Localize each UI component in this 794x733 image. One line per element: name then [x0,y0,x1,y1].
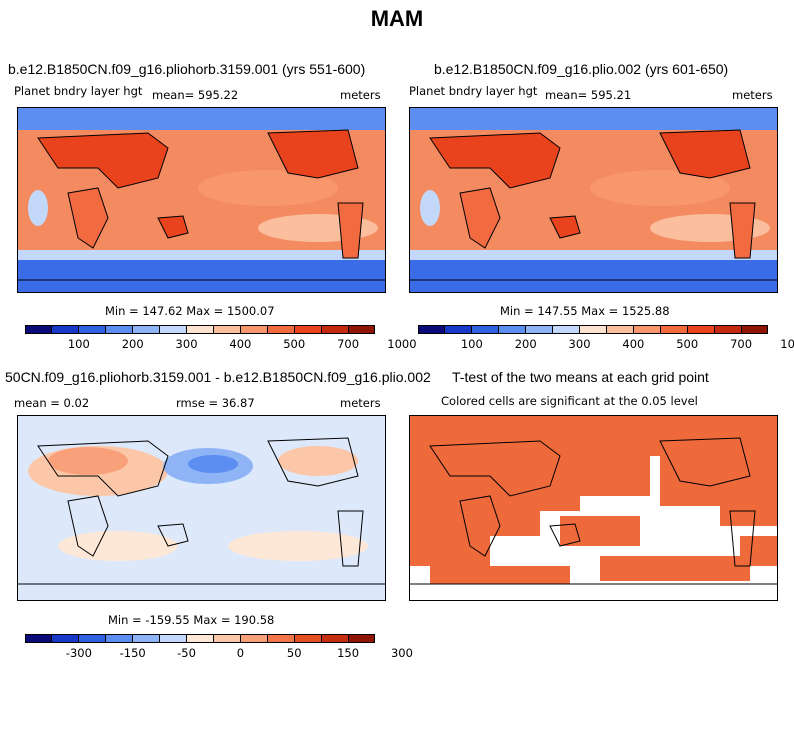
panel3-colorbar-swatch [187,634,214,643]
panel2-colorbar-swatch [661,325,688,334]
panel1-colorbar-swatch [349,325,375,334]
panel2-colorbar-swatch [445,325,472,334]
panel1-colorbar-swatch [25,325,52,334]
panel3-colorbar-swatch [79,634,106,643]
panel2-colorbar-tick-label: 100 [460,337,483,351]
panel3-colorbar-tick-label: 50 [286,646,302,660]
panel2-colorbar-tick-label: 200 [514,337,537,351]
panel2-variable-label: Planet bndry layer hgt [409,84,538,98]
panel3-colorbar-swatch [52,634,79,643]
panel3-minmax: Min = -159.55 Max = 190.58 [108,613,275,627]
panel3-colorbar-tick-label: -150 [119,646,146,660]
panel3-colorbar-tick-label: 300 [390,646,413,660]
panel2-colorbar-swatch [553,325,580,334]
panel2-colorbar-swatch [580,325,607,334]
eurasia-land [38,133,168,188]
panel1-colorbar-tick-label: 300 [175,337,198,351]
panel2-colorbar-swatch [688,325,715,334]
panel1-units-label: meters [340,88,381,102]
panel2-colorbar-swatch [634,325,661,334]
panel3-map [17,415,386,601]
panel3-colorbar-swatch [349,634,375,643]
panel1-mean-label: mean= 595.22 [152,88,239,102]
panel2-colorbar-swatch [742,325,768,334]
panel2-units-label: meters [732,88,773,102]
panel1-colorbar-tick-label: 500 [283,337,306,351]
panel1-colorbar-swatch [79,325,106,334]
panel2-colorbar-swatch [715,325,742,334]
panel1-colorbar-swatch [295,325,322,334]
panel1-colorbar-tick-label: 200 [121,337,144,351]
panel1-colorbar-swatch [268,325,295,334]
panel2-minmax: Min = 147.55 Max = 1525.88 [500,304,670,318]
panel2-colorbar-swatch [526,325,553,334]
panel4-title: T-test of the two means at each grid poi… [452,369,709,385]
panel2-colorbar-swatch [472,325,499,334]
panel1-map-svg [18,108,385,292]
panel1-colorbar-tick-label: 400 [229,337,252,351]
panel3-colorbar-swatch [241,634,268,643]
panel1-map [17,107,386,293]
panel4-subtitle: Colored cells are significant at the 0.0… [441,394,698,408]
panel3-colorbar-swatch [133,634,160,643]
panel3-colorbar-swatch [25,634,52,643]
panel1-colorbar-swatch [52,325,79,334]
panel3-colorbar-swatch [214,634,241,643]
figure-title: MAM [370,6,424,31]
panel4-map [409,415,778,601]
panel2-mean-label: mean= 595.21 [545,88,632,102]
panel2-colorbar-tick-label: 1000 [780,337,794,351]
panel3-map-svg [18,416,385,600]
coastlines [410,437,777,585]
panel3-colorbar-tick-label: -50 [177,646,196,660]
panel1-variable-label: Planet bndry layer hgt [14,84,143,98]
panel3-colorbar-swatch [106,634,133,643]
panel2-colorbar-tick-label: 500 [676,337,699,351]
panel1-colorbar-tick-label: 100 [67,337,90,351]
panel3-title: 50CN.f09_g16.pliohorb.3159.001 - b.e12.B… [5,369,431,385]
panel2-map [409,107,778,293]
coastlines [18,437,385,585]
coastlines [410,129,777,281]
panel1-colorbar-swatch [106,325,133,334]
panel1-colorbar-tick-label: 1000 [387,337,417,351]
panel1-colorbar-swatch [214,325,241,334]
panel3-colorbar-swatch [295,634,322,643]
panel3-colorbar-tick-label: 150 [337,646,360,660]
panel1-colorbar-swatch [187,325,214,334]
panel2-map-svg [410,108,777,292]
panel2-colorbar-swatch [418,325,445,334]
coastlines [18,129,385,281]
panel1-colorbar-tick-label: 700 [337,337,360,351]
panel2-colorbar-tick-label: 300 [568,337,591,351]
panel3-units-label: meters [340,396,381,410]
panel3-mean-label: mean = 0.02 [14,396,90,410]
africa-land [68,188,108,248]
panel2-colorbar-tick-label: 700 [730,337,753,351]
panel1-title: b.e12.B1850CN.f09_g16.pliohorb.3159.001 … [8,61,366,77]
panel3-colorbar-swatch [160,634,187,643]
panel1-colorbar [25,325,375,334]
south-ocean-band [18,258,385,292]
panel3-colorbar-swatch [268,634,295,643]
panel2-colorbar-swatch [607,325,634,334]
panel3-rmse-label: rmse = 36.87 [176,396,255,410]
panel2-colorbar [418,325,768,334]
panel2-title: b.e12.B1850CN.f09_g16.plio.002 (yrs 601-… [434,61,729,77]
south-america-land [338,203,363,258]
panel3-colorbar [25,634,375,643]
panel1-colorbar-swatch [322,325,349,334]
north-america-land [268,130,358,178]
panel1-colorbar-swatch [241,325,268,334]
panel1-colorbar-swatch [160,325,187,334]
panel3-colorbar-tick-label: -300 [65,646,92,660]
panel3-colorbar-swatch [322,634,349,643]
panel1-colorbar-swatch [133,325,160,334]
panel2-colorbar-swatch [499,325,526,334]
panel3-colorbar-tick-label: 0 [236,646,245,660]
panel2-colorbar-tick-label: 400 [622,337,645,351]
panel4-map-svg [410,416,777,600]
panel1-minmax: Min = 147.62 Max = 1500.07 [105,304,275,318]
